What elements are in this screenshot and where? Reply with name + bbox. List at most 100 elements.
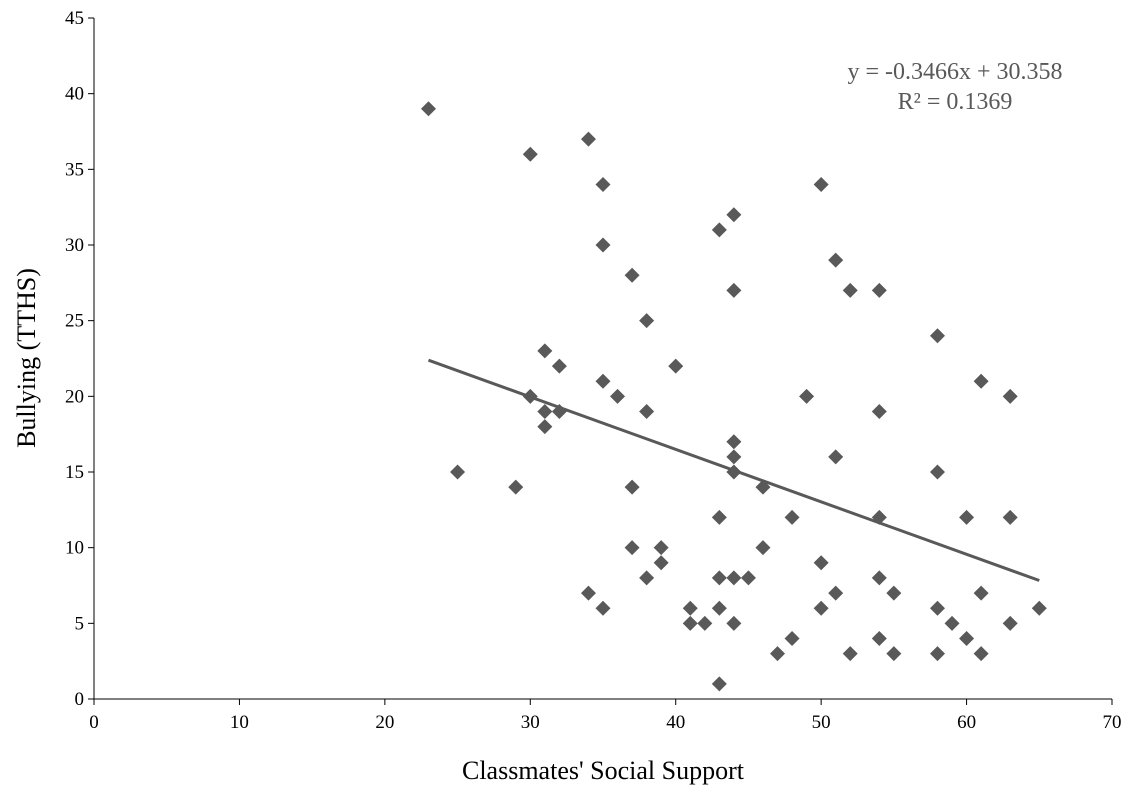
data-point bbox=[508, 479, 524, 495]
data-point bbox=[726, 449, 742, 465]
data-point bbox=[944, 615, 960, 631]
data-point bbox=[580, 585, 596, 601]
data-point bbox=[1002, 615, 1018, 631]
data-point bbox=[784, 630, 800, 646]
data-point bbox=[697, 615, 713, 631]
data-point bbox=[726, 207, 742, 223]
data-point bbox=[770, 646, 786, 662]
data-point bbox=[726, 570, 742, 586]
data-point bbox=[929, 600, 945, 616]
data-point bbox=[653, 540, 669, 556]
y-tick-label: 40 bbox=[65, 84, 84, 105]
x-tick-label: 40 bbox=[666, 712, 685, 733]
data-point bbox=[726, 282, 742, 298]
data-point bbox=[740, 570, 756, 586]
data-point bbox=[1002, 509, 1018, 525]
y-tick-label: 25 bbox=[65, 311, 84, 332]
x-tick-label: 20 bbox=[375, 712, 394, 733]
data-point bbox=[784, 509, 800, 525]
y-tick-label: 15 bbox=[65, 462, 84, 483]
data-point bbox=[813, 176, 829, 192]
data-point bbox=[929, 646, 945, 662]
data-point bbox=[522, 146, 538, 162]
data-point bbox=[450, 464, 466, 480]
data-point bbox=[813, 600, 829, 616]
data-point bbox=[653, 555, 669, 571]
data-point bbox=[711, 222, 727, 238]
data-point bbox=[711, 676, 727, 692]
data-point bbox=[551, 358, 567, 374]
data-point bbox=[537, 419, 553, 435]
y-tick-label: 10 bbox=[65, 538, 84, 559]
data-point bbox=[1002, 388, 1018, 404]
data-point bbox=[420, 101, 436, 117]
x-ticks: 0 10 20 30 40 50 60 70 bbox=[89, 699, 1122, 733]
data-point bbox=[537, 343, 553, 359]
y-tick-label: 35 bbox=[65, 159, 84, 180]
data-point bbox=[682, 600, 698, 616]
data-point bbox=[639, 403, 655, 419]
data-point bbox=[959, 630, 975, 646]
data-point bbox=[639, 570, 655, 586]
data-point bbox=[726, 615, 742, 631]
x-tick-label: 0 bbox=[89, 712, 99, 733]
data-point bbox=[595, 176, 611, 192]
data-point bbox=[522, 388, 538, 404]
x-tick-label: 70 bbox=[1103, 712, 1122, 733]
data-point bbox=[624, 540, 640, 556]
data-point bbox=[580, 131, 596, 147]
data-point bbox=[886, 585, 902, 601]
data-point bbox=[668, 358, 684, 374]
data-point bbox=[682, 615, 698, 631]
data-point bbox=[828, 449, 844, 465]
data-point bbox=[813, 555, 829, 571]
y-axis-title: Bullying (TTHS) bbox=[12, 268, 41, 448]
data-point bbox=[711, 509, 727, 525]
data-point bbox=[871, 509, 887, 525]
data-point bbox=[871, 282, 887, 298]
data-point bbox=[842, 646, 858, 662]
x-tick-label: 10 bbox=[230, 712, 249, 733]
trendline-equation: y = -0.3466x + 30.358 bbox=[847, 59, 1062, 85]
data-point bbox=[711, 570, 727, 586]
data-point bbox=[595, 237, 611, 253]
data-point bbox=[842, 282, 858, 298]
data-point bbox=[799, 388, 815, 404]
data-point bbox=[929, 328, 945, 344]
y-tick-label: 30 bbox=[65, 235, 84, 256]
data-point bbox=[871, 570, 887, 586]
data-point bbox=[973, 646, 989, 662]
y-tick-label: 5 bbox=[75, 613, 85, 634]
y-tick-label: 0 bbox=[75, 689, 85, 710]
data-point bbox=[828, 585, 844, 601]
y-ticks: 0 5 10 15 20 25 30 35 40 45 bbox=[65, 8, 94, 710]
data-point bbox=[624, 479, 640, 495]
axes bbox=[93, 18, 1112, 700]
data-point bbox=[610, 388, 626, 404]
data-point bbox=[1031, 600, 1047, 616]
y-tick-label: 45 bbox=[65, 8, 84, 29]
data-point bbox=[959, 509, 975, 525]
data-point bbox=[755, 540, 771, 556]
data-point bbox=[551, 403, 567, 419]
data-point bbox=[871, 403, 887, 419]
data-point bbox=[726, 434, 742, 450]
data-point bbox=[639, 313, 655, 329]
data-point bbox=[595, 600, 611, 616]
data-point bbox=[973, 373, 989, 389]
x-axis-title: Classmates' Social Support bbox=[462, 756, 745, 785]
data-point bbox=[886, 646, 902, 662]
data-point bbox=[755, 479, 771, 495]
data-point bbox=[871, 630, 887, 646]
data-point bbox=[828, 252, 844, 268]
x-tick-label: 60 bbox=[957, 712, 976, 733]
trendline-r-squared: R² = 0.1369 bbox=[898, 89, 1013, 115]
x-tick-label: 50 bbox=[812, 712, 831, 733]
data-point bbox=[595, 373, 611, 389]
data-points bbox=[420, 101, 1047, 692]
y-tick-label: 20 bbox=[65, 386, 84, 407]
data-point bbox=[711, 600, 727, 616]
x-tick-label: 30 bbox=[521, 712, 540, 733]
data-point bbox=[973, 585, 989, 601]
